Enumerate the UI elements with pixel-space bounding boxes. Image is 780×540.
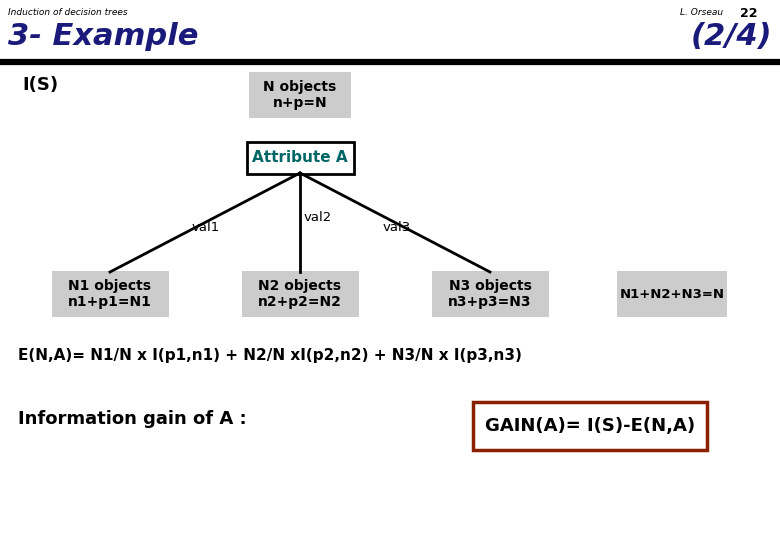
FancyBboxPatch shape xyxy=(431,271,548,317)
Text: N3 objects
n3+p3=N3: N3 objects n3+p3=N3 xyxy=(448,279,532,309)
Text: I(S): I(S) xyxy=(22,76,58,94)
Text: L. Orseau: L. Orseau xyxy=(680,8,723,17)
FancyBboxPatch shape xyxy=(51,271,168,317)
Text: 3- Example: 3- Example xyxy=(8,22,198,51)
Text: val2: val2 xyxy=(304,211,332,224)
Text: GAIN(A)= I(S)-E(N,A): GAIN(A)= I(S)-E(N,A) xyxy=(485,417,695,435)
Text: N objects
n+p=N: N objects n+p=N xyxy=(264,80,337,110)
FancyBboxPatch shape xyxy=(246,142,353,174)
Text: val1: val1 xyxy=(191,221,220,234)
Text: N1+N2+N3=N: N1+N2+N3=N xyxy=(619,287,725,300)
Text: val3: val3 xyxy=(382,221,410,234)
FancyBboxPatch shape xyxy=(473,402,707,450)
Text: Induction of decision trees: Induction of decision trees xyxy=(8,8,128,17)
Text: Information gain of A :: Information gain of A : xyxy=(18,410,246,428)
FancyBboxPatch shape xyxy=(617,271,727,317)
FancyBboxPatch shape xyxy=(242,271,359,317)
FancyBboxPatch shape xyxy=(249,72,351,118)
Text: Attribute A: Attribute A xyxy=(252,151,348,165)
Text: 22: 22 xyxy=(740,7,757,20)
Text: N1 objects
n1+p1=N1: N1 objects n1+p1=N1 xyxy=(68,279,152,309)
Text: E(N,A)= N1/N x I(p1,n1) + N2/N xI(p2,n2) + N3/N x I(p3,n3): E(N,A)= N1/N x I(p1,n1) + N2/N xI(p2,n2)… xyxy=(18,348,522,363)
Text: N2 objects
n2+p2=N2: N2 objects n2+p2=N2 xyxy=(258,279,342,309)
Text: (2/4): (2/4) xyxy=(690,22,772,51)
